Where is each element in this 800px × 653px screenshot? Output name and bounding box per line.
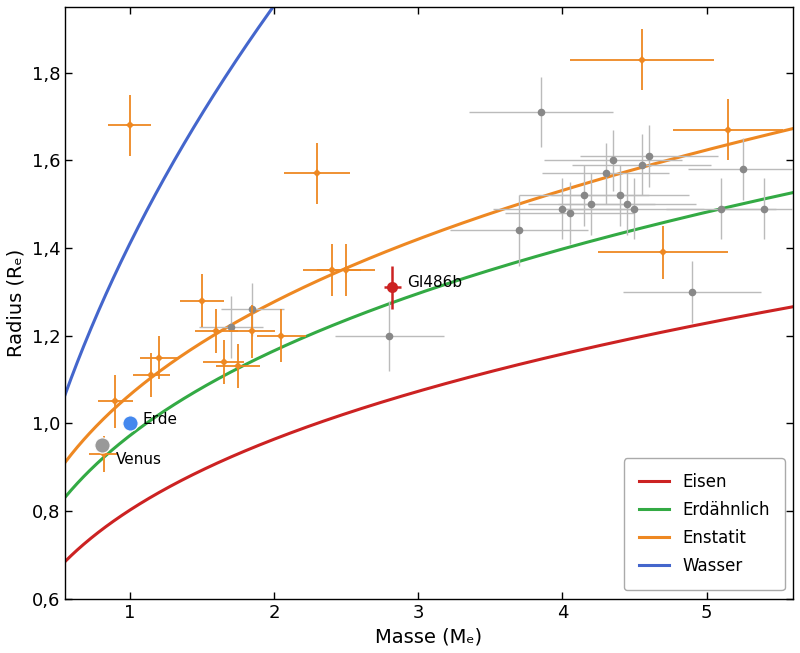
Legend: Eisen, Erdähnlich, Enstatit, Wasser: Eisen, Erdähnlich, Enstatit, Wasser — [624, 458, 785, 590]
Text: GI486b: GI486b — [406, 275, 462, 290]
Text: Erde: Erde — [143, 412, 178, 427]
X-axis label: Masse (Mₑ): Masse (Mₑ) — [375, 627, 482, 646]
Text: Venus: Venus — [115, 452, 162, 467]
Y-axis label: Radius (Rₑ): Radius (Rₑ) — [7, 249, 26, 357]
